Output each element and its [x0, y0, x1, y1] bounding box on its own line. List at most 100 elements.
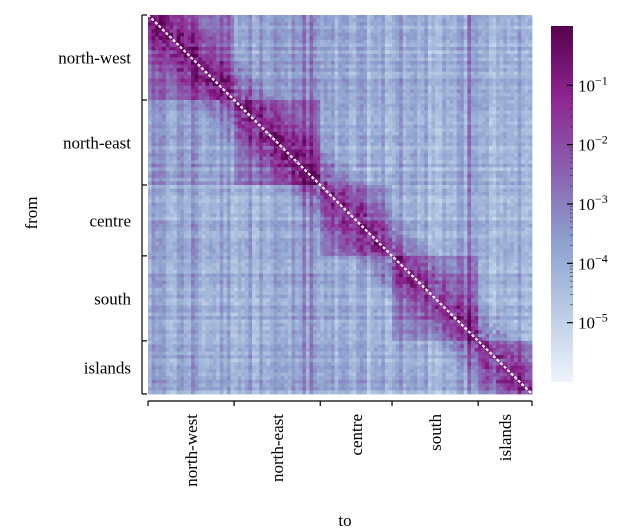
heatmap-cell	[363, 163, 368, 168]
heatmap-cell	[388, 170, 393, 175]
heatmap-cell	[356, 15, 361, 19]
heatmap-cell	[402, 18, 407, 23]
heatmap-cell	[517, 163, 522, 168]
heatmap-cell	[255, 68, 260, 73]
heatmap-cell	[338, 39, 343, 44]
heatmap-cell	[402, 46, 407, 51]
heatmap-cell	[320, 78, 325, 83]
heatmap-cell	[158, 64, 163, 69]
heatmap-cell	[259, 110, 264, 115]
heatmap-cell	[341, 92, 346, 97]
heatmap-cell	[273, 57, 278, 62]
heatmap-cell	[524, 57, 529, 62]
heatmap-cell	[151, 128, 156, 133]
heatmap-cell	[162, 142, 167, 147]
heatmap-cell	[205, 32, 210, 37]
heatmap-cell	[201, 156, 206, 161]
heatmap-cell	[194, 177, 199, 182]
heatmap-cell	[463, 57, 468, 62]
heatmap-cell	[521, 68, 526, 73]
heatmap-cell	[438, 18, 443, 23]
heatmap-cell	[205, 25, 210, 30]
heatmap-cell	[406, 82, 411, 87]
heatmap-cell	[327, 46, 332, 51]
heatmap-cell	[194, 71, 199, 76]
heatmap-cell	[169, 131, 174, 136]
heatmap-cell	[248, 89, 253, 94]
heatmap-cell	[435, 64, 440, 69]
heatmap-cell	[517, 85, 522, 90]
heatmap-cell	[331, 25, 336, 30]
heatmap-cell	[259, 124, 264, 129]
heatmap-cell	[467, 22, 472, 27]
heatmap-cell	[348, 32, 353, 37]
heatmap-cell	[216, 57, 221, 62]
heatmap-cell	[287, 57, 292, 62]
heatmap-cell	[506, 57, 511, 62]
heatmap-cell	[183, 121, 188, 126]
heatmap-cell	[223, 68, 228, 73]
heatmap-cell	[284, 71, 289, 76]
heatmap-cell	[302, 46, 307, 51]
heatmap-cell	[205, 174, 210, 179]
heatmap-cell	[420, 61, 425, 65]
heatmap-cell	[363, 103, 368, 108]
heatmap-cell	[363, 82, 368, 87]
heatmap-cell	[417, 89, 422, 94]
heatmap-cell	[492, 46, 497, 51]
heatmap-cell	[399, 114, 404, 119]
heatmap-cell	[219, 22, 224, 27]
heatmap-cell	[528, 114, 533, 119]
heatmap-cell	[413, 103, 418, 108]
heatmap-cell	[169, 163, 174, 168]
heatmap-cell	[341, 100, 346, 104]
heatmap-cell	[252, 85, 257, 90]
heatmap-cell	[460, 36, 465, 41]
heatmap-cell	[449, 142, 454, 147]
heatmap-cell	[377, 146, 382, 150]
heatmap-cell	[435, 75, 440, 80]
heatmap-cell	[298, 22, 303, 27]
heatmap-cell	[499, 18, 504, 23]
heatmap-cell	[226, 50, 231, 55]
heatmap-cell	[205, 149, 210, 154]
heatmap-cell	[241, 85, 246, 90]
heatmap-cell	[402, 167, 407, 172]
heatmap-cell	[363, 121, 368, 126]
heatmap-cell	[313, 43, 318, 48]
heatmap-cell	[488, 39, 493, 44]
heatmap-cell	[492, 128, 497, 133]
heatmap-cell	[180, 53, 185, 58]
heatmap-cell	[485, 167, 490, 172]
heatmap-cell	[284, 160, 289, 165]
heatmap-cell	[209, 18, 213, 23]
heatmap-cell	[183, 153, 188, 158]
heatmap-cell	[216, 85, 221, 90]
heatmap-cell	[158, 68, 163, 73]
heatmap-cell	[205, 135, 210, 140]
heatmap-cell	[241, 89, 246, 94]
heatmap-cell	[277, 85, 282, 90]
heatmap-cell	[395, 92, 400, 97]
heatmap-cell	[488, 149, 493, 154]
heatmap-cell	[427, 142, 432, 147]
heatmap-cell	[212, 128, 217, 133]
heatmap-cell	[291, 156, 296, 161]
heatmap-cell	[359, 135, 364, 140]
heatmap-cell	[291, 96, 296, 101]
heatmap-cell	[298, 135, 303, 140]
heatmap-cell	[413, 167, 418, 172]
heatmap-cell	[345, 78, 350, 83]
heatmap-cell	[194, 163, 199, 168]
heatmap-cell	[234, 75, 239, 80]
heatmap-cell	[381, 149, 386, 154]
heatmap-cell	[248, 22, 253, 27]
heatmap-cell	[287, 92, 292, 97]
heatmap-cell	[212, 15, 217, 19]
heatmap-cell	[313, 46, 318, 51]
heatmap-cell	[262, 39, 267, 44]
heatmap-cell	[474, 43, 479, 48]
heatmap-cell	[449, 149, 454, 154]
heatmap-cell	[295, 131, 300, 136]
heatmap-cell	[478, 85, 483, 90]
